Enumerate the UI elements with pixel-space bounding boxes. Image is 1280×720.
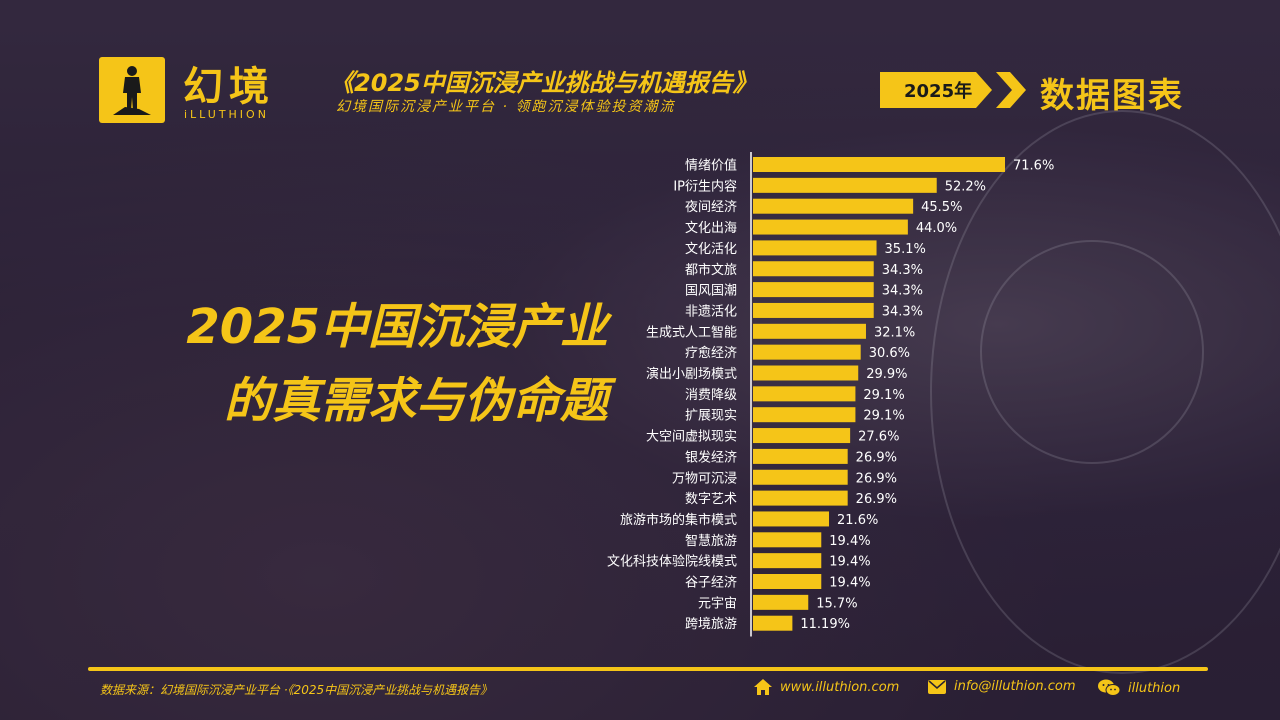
bar <box>753 386 856 402</box>
year-badge-shape <box>880 72 992 108</box>
main-title-line1: 2025中国沉浸产业 <box>186 299 608 355</box>
bar <box>753 240 877 256</box>
report-subtitle: 幻境国际沉浸产业平台 · 领跑沉浸体验投资潮流 <box>336 99 676 115</box>
category-label: 文化出海 <box>685 221 737 236</box>
bar <box>753 490 848 506</box>
value-label: 15.7% <box>816 596 857 611</box>
value-label: 34.3% <box>882 304 923 319</box>
bar <box>753 219 908 235</box>
footer-divider <box>88 667 1208 671</box>
category-label: 情绪价值 <box>685 158 737 174</box>
value-label: 44.0% <box>916 221 957 236</box>
value-label: 34.3% <box>882 263 923 278</box>
value-label: 32.1% <box>874 325 915 340</box>
category-label: 大空间虚拟现实 <box>646 430 737 445</box>
bar <box>753 302 874 318</box>
category-label: 夜间经济 <box>685 200 737 215</box>
report-title: 《2025中国沉浸产业挑战与机遇报告》 <box>330 69 757 97</box>
footer-email-text: info@illuthion.com <box>954 679 1076 694</box>
bar-chart: 情绪价值 71.6% IP衍生内容 52.2% 夜间经济 45.5% 文化出海 44.0% 文化… <box>607 152 1054 637</box>
value-label: 71.6% <box>1013 159 1054 174</box>
footer-source: 数据来源：幻境国际沉浸产业平台 ·《2025中国沉浸产业挑战与机遇报告》 <box>100 683 493 697</box>
value-label: 19.4% <box>829 576 870 591</box>
bar <box>753 469 848 485</box>
brand-logo-icon <box>99 57 165 123</box>
year-badge-label: 2025年 <box>904 81 973 102</box>
bar <box>753 157 1005 172</box>
category-label: 旅游市场的集市模式 <box>620 512 737 528</box>
bar <box>753 448 848 464</box>
home-icon <box>754 679 772 695</box>
brand-name-cn: 幻境 <box>183 64 275 110</box>
sphere-sculpture-inner-ring <box>980 240 1204 464</box>
sphere-sculpture-ring <box>930 110 1280 674</box>
category-label: 非遗活化 <box>685 304 737 319</box>
category-label: 文化科技体验院线模式 <box>607 554 737 570</box>
bar <box>753 344 861 360</box>
bar <box>753 198 914 214</box>
chevron-right-icon <box>996 72 1026 108</box>
value-label: 26.9% <box>856 450 897 465</box>
category-label: 消费降级 <box>685 388 737 403</box>
value-label: 11.19% <box>800 617 850 632</box>
bar <box>753 428 851 444</box>
category-label: 跨境旅游 <box>685 617 737 632</box>
footer-website[interactable]: www.illuthion.com <box>754 679 899 695</box>
bar <box>753 177 937 193</box>
value-label: 19.4% <box>829 555 870 570</box>
value-label: 29.9% <box>866 367 907 382</box>
bar <box>753 282 874 298</box>
category-label: 万物可沉浸 <box>672 471 737 486</box>
bar <box>753 407 856 423</box>
value-label: 52.2% <box>945 179 986 194</box>
bar <box>753 615 793 631</box>
bar <box>753 261 874 277</box>
value-label: 29.1% <box>863 388 904 403</box>
value-label: 45.5% <box>921 200 962 215</box>
value-label: 26.9% <box>856 471 897 486</box>
section-label: 数据图表 <box>1040 76 1184 116</box>
bar <box>753 574 822 589</box>
bar <box>753 594 809 610</box>
bar <box>753 532 822 548</box>
value-label: 30.6% <box>869 346 910 361</box>
category-label: 文化活化 <box>685 242 737 257</box>
main-title-line2: 的真需求与伪命题 <box>223 373 608 429</box>
category-label: 元宇宙 <box>698 596 737 611</box>
footer-website-text: www.illuthion.com <box>780 679 900 695</box>
bar <box>753 323 866 339</box>
bar <box>753 511 830 527</box>
category-label: 生成式人工智能 <box>646 325 737 340</box>
category-label: 都市文旅 <box>685 262 737 278</box>
wechat-icon <box>1098 679 1120 696</box>
category-label: 国风国潮 <box>685 284 737 299</box>
value-label: 21.6% <box>837 513 878 528</box>
category-label: 谷子经济 <box>685 576 737 591</box>
brand-name-en: iLLUTHION <box>184 108 269 121</box>
bar <box>753 365 859 381</box>
value-label: 19.4% <box>829 534 870 549</box>
main-title: 2025中国沉浸产业 的真需求与伪命题 <box>168 290 608 438</box>
value-label: 34.3% <box>882 284 923 299</box>
category-label: 演出小剧场模式 <box>646 366 737 382</box>
category-label: 数字艺术 <box>685 492 737 507</box>
bar <box>753 553 822 569</box>
mail-icon <box>928 679 946 694</box>
category-label: 扩展现实 <box>685 409 737 424</box>
category-label: 银发经济 <box>685 449 737 465</box>
category-label: 疗愈经济 <box>685 346 737 361</box>
footer-wechat-text: illuthion <box>1128 680 1181 696</box>
category-label: IP衍生内容 <box>673 178 737 194</box>
category-label: 智慧旅游 <box>685 533 737 549</box>
value-label: 27.6% <box>858 430 899 445</box>
footer-wechat[interactable]: illuthion <box>1098 679 1180 697</box>
value-label: 26.9% <box>856 492 897 507</box>
footer-email[interactable]: info@illuthion.com <box>928 679 1076 694</box>
value-label: 35.1% <box>885 242 926 257</box>
value-label: 29.1% <box>863 409 904 424</box>
